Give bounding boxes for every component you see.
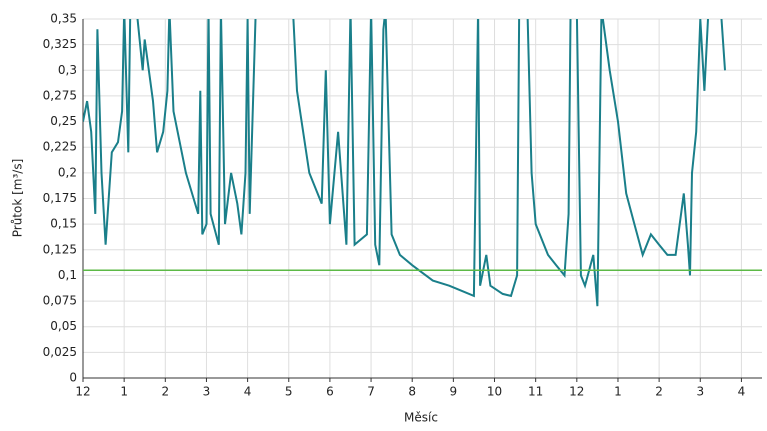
x-tick-label: 1 <box>614 385 622 399</box>
y-tick-label: 0,025 <box>43 345 77 359</box>
y-tick-label: 0,1 <box>58 268 77 282</box>
y-tick-label: 0,35 <box>50 12 77 26</box>
x-tick-label: 7 <box>367 385 375 399</box>
y-axis-label: Průtok [m³/s] <box>11 159 25 238</box>
x-tick-label: 6 <box>326 385 334 399</box>
x-tick-label: 8 <box>408 385 416 399</box>
x-tick-label: 2 <box>655 385 663 399</box>
x-tick-label: 12 <box>75 385 90 399</box>
x-axis-label: Měsíc <box>404 411 438 425</box>
y-tick-label: 0,05 <box>50 319 77 333</box>
x-tick-label: 4 <box>738 385 746 399</box>
x-tick-label: 10 <box>487 385 502 399</box>
x-tick-label: 2 <box>161 385 169 399</box>
x-tick-label: 9 <box>450 385 458 399</box>
y-tick-label: 0,075 <box>43 294 77 308</box>
x-tick-label: 3 <box>696 385 704 399</box>
y-tick-label: 0,2 <box>58 165 77 179</box>
x-tick-label: 12 <box>569 385 584 399</box>
y-tick-label: 0,275 <box>43 88 77 102</box>
x-tick-label: 11 <box>528 385 543 399</box>
y-tick-label: 0,325 <box>43 37 77 51</box>
x-tick-label: 5 <box>285 385 293 399</box>
y-tick-label: 0,25 <box>50 114 77 128</box>
y-tick-label: 0,3 <box>58 63 77 77</box>
y-tick-label: 0,175 <box>43 191 77 205</box>
y-tick-label: 0,125 <box>43 242 77 256</box>
x-tick-label: 3 <box>203 385 211 399</box>
y-tick-label: 0 <box>69 371 77 385</box>
data-line <box>83 19 726 307</box>
y-tick-label: 0,15 <box>50 217 77 231</box>
x-tick-label: 4 <box>244 385 252 399</box>
y-tick-label: 0,225 <box>43 140 77 154</box>
x-tick-label: 1 <box>120 385 128 399</box>
